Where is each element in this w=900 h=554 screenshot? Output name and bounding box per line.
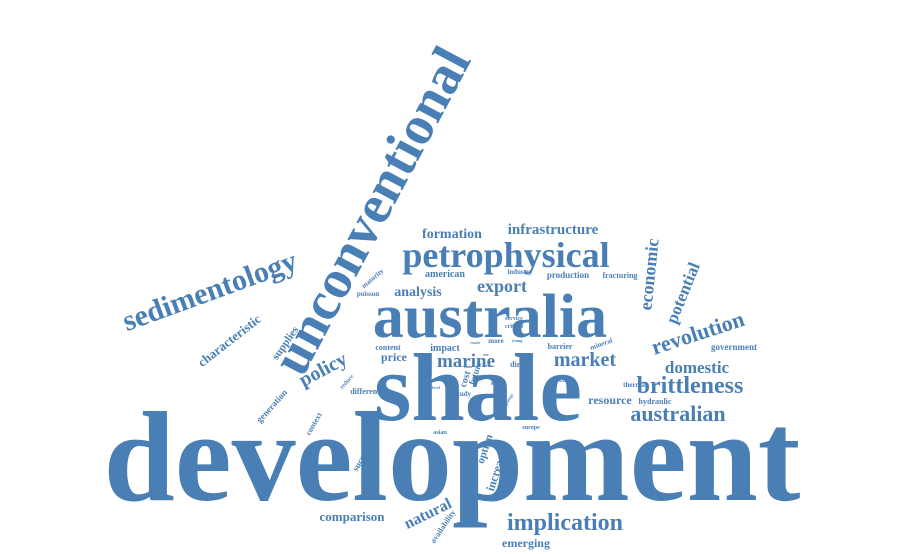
word-asian: asian [433,430,447,436]
word-fossil: fossil [490,376,500,381]
word-cloud-words: developmentshaleaustraliaunconventionalp… [104,37,801,550]
word-domestic: domestic [665,358,730,377]
word-fuel: fuel [491,381,498,386]
word-market: market [554,349,617,371]
word-marine: marine [437,351,495,372]
word-australian: australian [630,401,725,426]
word-thermal: thermal [623,381,647,389]
word-development: development [104,386,801,528]
word-geology: geology [503,392,514,406]
word-reach: reach [470,340,480,345]
word-direct: direct [510,360,530,369]
word-basin: basin [559,376,575,384]
word-sedimentology: sedimentology [118,244,302,338]
word-petrophysical: petrophysical [402,235,609,275]
word-different: different [350,387,380,396]
word-bias: bias [476,374,483,379]
word-infrastructure: infrastructure [508,222,599,238]
word-industry: industry [507,268,533,276]
word-implication: implication [507,510,623,536]
word-government: government [711,342,757,352]
word-poisson: poisson [357,290,379,298]
word-ratio: ratio [464,364,472,369]
word-characteristic: characteristic [195,311,264,370]
word-potential: potential [662,259,704,326]
word-new: new [484,363,491,368]
word-formation: formation [422,227,482,242]
word-fracturing: fracturing [602,271,637,280]
word-shale: shale [374,334,582,441]
word-critical: critical [505,324,523,330]
word-brittleness: brittleness [637,373,744,399]
word-australia: australia [373,283,607,351]
word-visible: visible [523,353,534,358]
word-level: level [432,385,441,390]
word-economic: economic [635,238,662,312]
word-resource: resource [588,393,632,407]
word-content: content [375,343,401,352]
word-young: young [512,338,522,343]
word-cost: cost [458,369,474,389]
word-study: study [455,390,472,398]
word-analysis: analysis [394,285,442,300]
word-american: american [425,269,465,280]
word-service: service [505,316,523,322]
word-barrier: barrier [548,342,573,351]
word-use: use [483,352,489,357]
word-production: production [547,270,589,280]
word-export: export [477,276,527,296]
word-comparison: comparison [320,509,386,524]
word-price: price [381,350,408,364]
word-effect: effect [494,397,503,408]
word-impact: impact [430,343,460,354]
word-more: more [488,337,503,345]
word-europe: europe [522,425,540,431]
word-hydraulic: hydraulic [639,397,672,406]
word-emerging: emerging [502,536,550,550]
